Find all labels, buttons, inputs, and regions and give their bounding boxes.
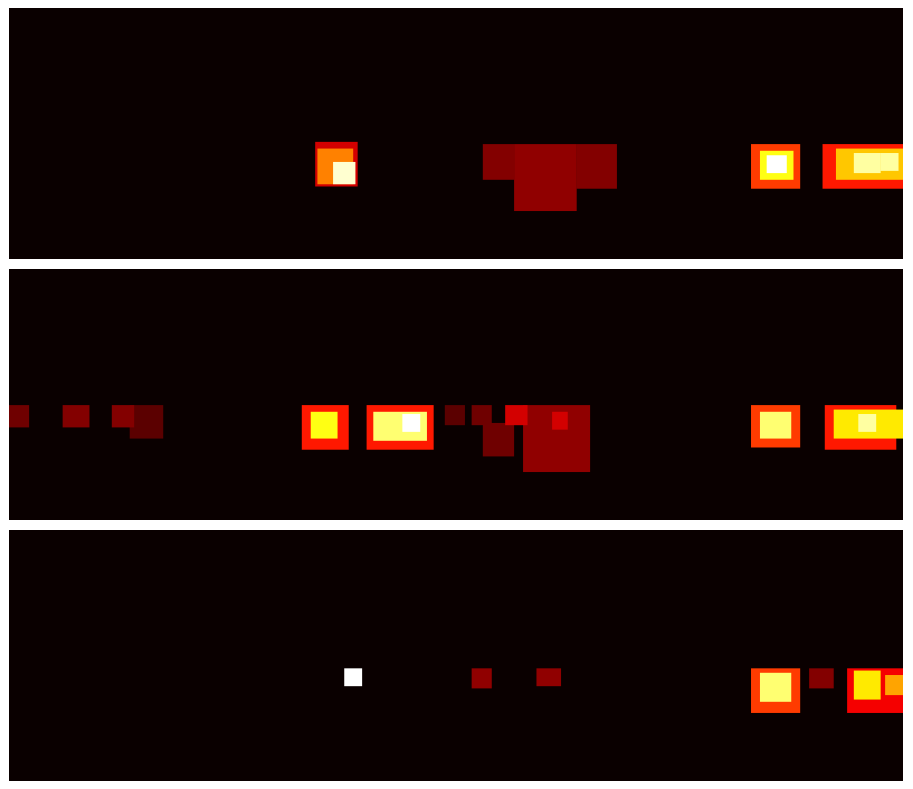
heatmap-cell xyxy=(809,668,834,689)
heatmap-cell xyxy=(444,405,465,426)
heatmap-cell xyxy=(885,675,903,696)
heatmap-cell xyxy=(759,672,792,702)
heatmap-cell xyxy=(62,405,90,428)
heatmap-panel-3 xyxy=(9,530,903,781)
heatmap-cell xyxy=(552,411,568,430)
heatmap-cell xyxy=(536,668,562,687)
heatmap-cell xyxy=(858,414,877,432)
heatmap-cell xyxy=(344,668,363,687)
heatmap-cell xyxy=(853,153,881,174)
heatmap-cell xyxy=(402,414,421,432)
heatmap-cell xyxy=(129,405,164,439)
heatmap-panel-1 xyxy=(9,8,903,259)
heatmap-cell xyxy=(310,411,338,439)
heatmap-cell xyxy=(482,144,515,180)
heatmap-cell xyxy=(471,668,492,689)
heatmap-cell xyxy=(111,405,135,428)
heatmap-background xyxy=(9,530,903,781)
heatmap-cell xyxy=(482,422,515,457)
heatmap-cell xyxy=(471,405,492,426)
heatmap-background xyxy=(9,8,903,259)
heatmap-cell xyxy=(9,405,30,428)
heatmap-panel-2 xyxy=(9,269,903,520)
heatmap-cell xyxy=(333,161,356,185)
heatmap-cell xyxy=(576,144,617,189)
heatmap-cell xyxy=(880,153,899,171)
heatmap-cell xyxy=(853,670,881,700)
heatmap-cell xyxy=(766,155,787,174)
heatmap-cell xyxy=(514,144,577,212)
heatmap-background xyxy=(9,269,903,520)
heatmap-cell xyxy=(759,411,792,439)
heatmap-cell xyxy=(505,405,528,426)
